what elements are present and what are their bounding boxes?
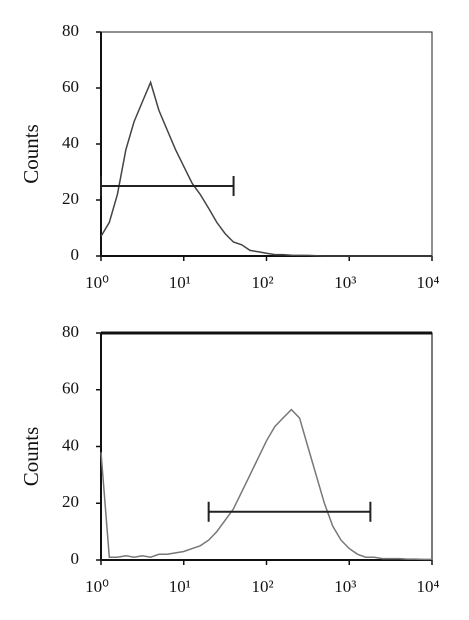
y-tick-label: 0 [71,245,80,264]
y-axis-label: Counts [19,427,43,487]
x-tick-label: 10⁴ [417,273,440,292]
x-tick-label: 10² [251,577,273,596]
x-tick-label: 10⁰ [85,577,109,596]
x-tick-label: 10⁰ [85,273,109,292]
y-tick-label: 40 [62,435,79,454]
y-tick-label: 80 [62,21,79,40]
y-tick-label: 20 [62,492,79,511]
x-tick-label: 10³ [334,577,356,596]
x-tick-label: 10⁴ [417,577,440,596]
plot-frame [100,31,433,257]
x-tick-label: 10¹ [169,273,191,292]
y-tick-label: 20 [62,189,79,208]
y-tick-label: 40 [62,133,79,152]
x-tick-label: 10³ [334,273,356,292]
y-tick-label: 0 [71,549,80,568]
histogram-line [100,408,432,561]
x-tick-label: 10² [251,273,273,292]
y-tick-label: 60 [62,379,79,398]
y-tick-label: 80 [62,322,79,341]
histogram-line [100,80,432,257]
y-axis-label: Counts [19,124,43,184]
plot-frame [100,332,433,561]
y-tick-label: 60 [62,77,79,96]
x-tick-label: 10¹ [169,577,191,596]
